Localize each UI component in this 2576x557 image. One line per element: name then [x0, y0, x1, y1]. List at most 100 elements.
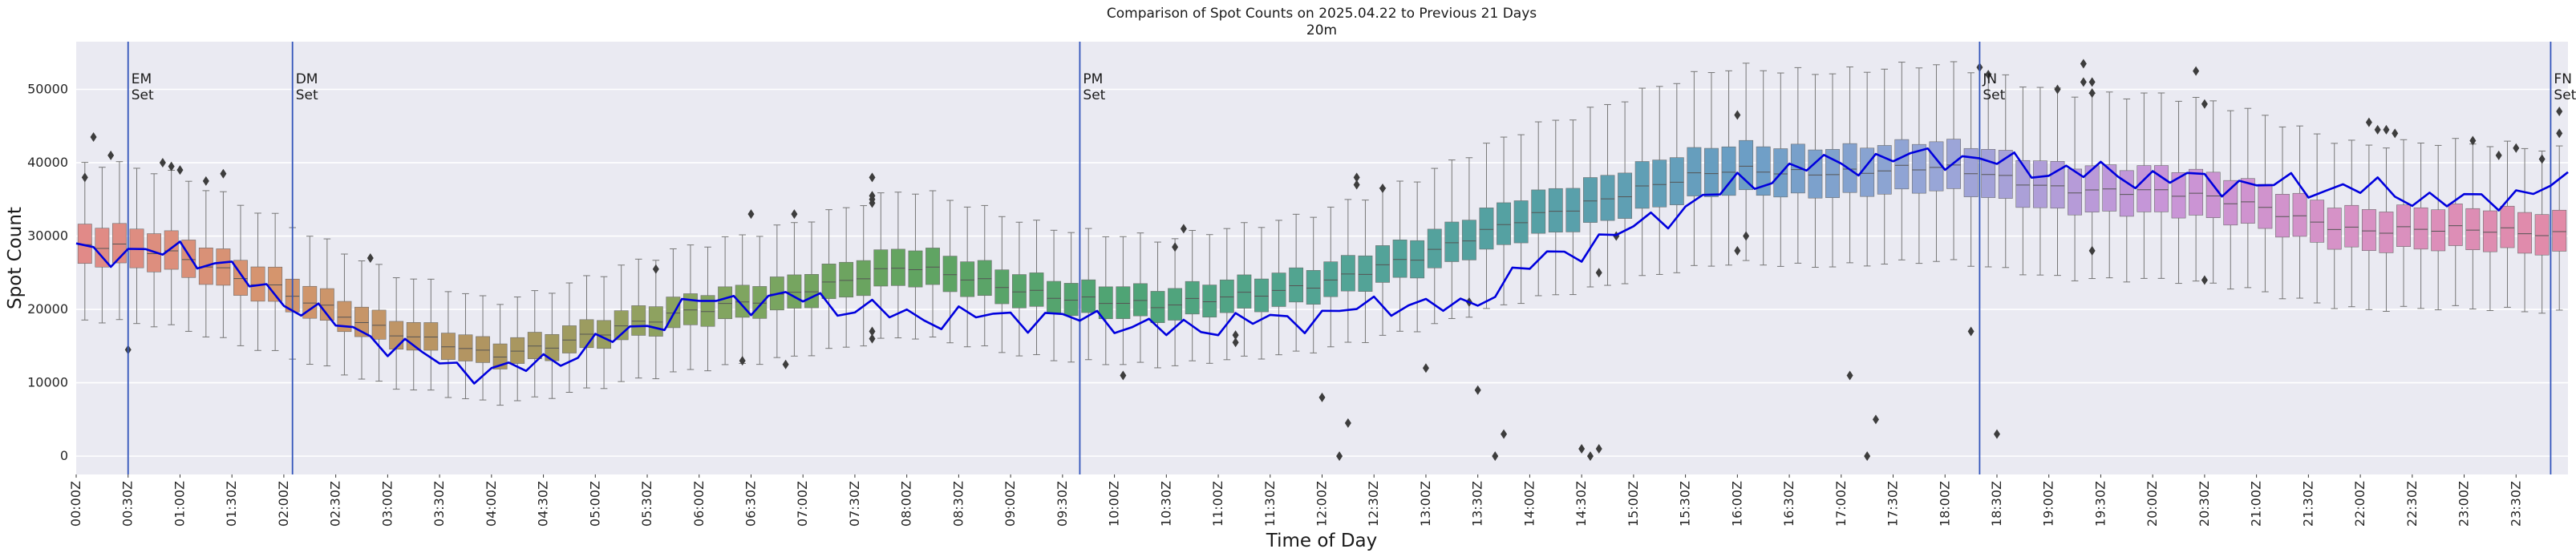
outlier-point-57	[2088, 245, 2096, 256]
box-body	[1427, 228, 1442, 268]
box-body	[389, 321, 404, 350]
outlier-point-1	[90, 131, 97, 142]
box-body	[1687, 147, 1702, 196]
x-tick-label-1: 00:30Z	[120, 481, 136, 527]
box-body	[977, 260, 992, 297]
y-tick-label-2: 20000	[27, 301, 68, 317]
box-body	[423, 322, 439, 351]
box-body	[1011, 274, 1027, 309]
outlier-point-25	[1232, 330, 1239, 341]
outlier-point-32	[1422, 363, 1429, 373]
x-tick-label-21: 10:30Z	[1158, 481, 1173, 527]
box-body	[2240, 178, 2255, 224]
box-body	[1842, 143, 1857, 193]
box-body	[1375, 245, 1390, 283]
outlier-point-45	[1846, 370, 1853, 381]
x-tick-label-44: 22:00Z	[2352, 481, 2367, 527]
marker-label-0-line2: Set	[132, 87, 154, 103]
box-body	[1600, 175, 1615, 221]
y-tick-label-5: 50000	[27, 81, 68, 96]
box-body	[492, 343, 508, 369]
box-body	[1202, 285, 1217, 318]
chart-subtitle: 20m	[1306, 22, 1337, 38]
x-tick-label-37: 18:30Z	[1989, 481, 2004, 527]
x-tick-label-19: 09:30Z	[1055, 481, 1070, 527]
box-body	[1029, 272, 1044, 307]
x-tick-label-27: 13:30Z	[1470, 481, 1485, 527]
box-body	[821, 264, 836, 299]
outlier-point-39	[1595, 443, 1602, 454]
x-tick-label-39: 19:30Z	[2092, 481, 2108, 527]
outlier-point-31	[1379, 184, 1387, 194]
box-body	[1063, 283, 1079, 317]
x-tick-label-14: 07:00Z	[795, 481, 810, 527]
outlier-point-19	[869, 333, 876, 344]
x-tick-label-25: 12:30Z	[1366, 481, 1381, 527]
box-body	[458, 334, 473, 361]
outlier-point-47	[1872, 414, 1879, 425]
box-body	[2119, 170, 2134, 217]
box-body	[873, 249, 889, 287]
x-tick-label-30: 15:00Z	[1626, 481, 1641, 527]
outlier-point-28	[1344, 418, 1351, 428]
outlier-point-30	[1353, 180, 1360, 190]
box-body	[683, 293, 698, 325]
box-body	[1116, 286, 1131, 319]
x-tick-label-38: 19:00Z	[2041, 481, 2056, 527]
box-body	[1808, 149, 1823, 199]
box-body	[1704, 147, 1719, 197]
x-tick-label-11: 05:30Z	[639, 481, 654, 527]
box-body	[1756, 146, 1771, 196]
box-body	[2517, 212, 2532, 254]
box-body	[752, 286, 768, 319]
box-plots	[77, 61, 2567, 406]
plot-background	[76, 42, 2568, 474]
outlier-point-2	[107, 150, 115, 160]
box-body	[1548, 188, 1563, 232]
box-body	[2448, 204, 2463, 246]
box-body	[925, 248, 940, 285]
box-body	[960, 261, 975, 297]
marker-label-3-line1: JN	[1982, 71, 1997, 87]
box-body	[631, 305, 646, 336]
box-body	[1669, 157, 1684, 205]
box-body	[1721, 146, 1736, 196]
outlier-point-52	[2054, 84, 2061, 95]
box-body	[1219, 279, 1234, 313]
box-body	[2500, 205, 2515, 248]
outlier-point-62	[2374, 124, 2381, 135]
box-body	[510, 337, 525, 364]
outlier-point-9	[367, 253, 374, 263]
box-body	[2431, 209, 2446, 252]
outlier-point-35	[1492, 451, 1499, 462]
marker-label-2-line2: Set	[1083, 87, 1105, 103]
box-body	[1323, 261, 1339, 297]
x-tick-label-36: 18:00Z	[1937, 481, 1952, 527]
box-body	[1739, 139, 1754, 191]
box-body	[1392, 239, 1407, 278]
box-body	[527, 332, 542, 359]
box-body	[942, 256, 958, 293]
box-body	[2534, 214, 2550, 256]
marker-label-0-line1: EM	[132, 71, 152, 87]
x-tick-label-6: 03:00Z	[379, 481, 395, 527]
outlier-point-15	[869, 172, 876, 183]
box-body	[1911, 143, 1926, 194]
box-body	[1894, 139, 1910, 190]
x-tick-label-33: 16:30Z	[1781, 481, 1796, 527]
y-gridlines	[76, 88, 2568, 457]
outlier-point-70	[2556, 128, 2563, 139]
series-line-group	[75, 147, 2569, 385]
y-tick-labels: 0 10000 20000 30000 40000 50000	[27, 81, 68, 463]
outlier-point-21	[1120, 370, 1127, 381]
box-body	[1150, 291, 1165, 323]
outlier-point-24	[1232, 337, 1239, 348]
box-body	[1340, 255, 1355, 292]
box-body	[1306, 270, 1321, 305]
box-body	[2552, 209, 2567, 252]
box-body	[476, 336, 490, 363]
box-body	[2102, 164, 2117, 212]
box-body	[718, 286, 733, 320]
box-body	[787, 274, 802, 309]
box-body	[2482, 210, 2497, 252]
